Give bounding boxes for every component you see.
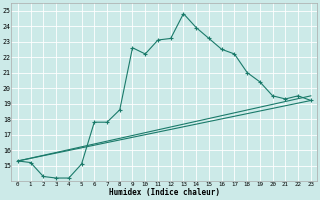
X-axis label: Humidex (Indice chaleur): Humidex (Indice chaleur) (109, 188, 220, 197)
